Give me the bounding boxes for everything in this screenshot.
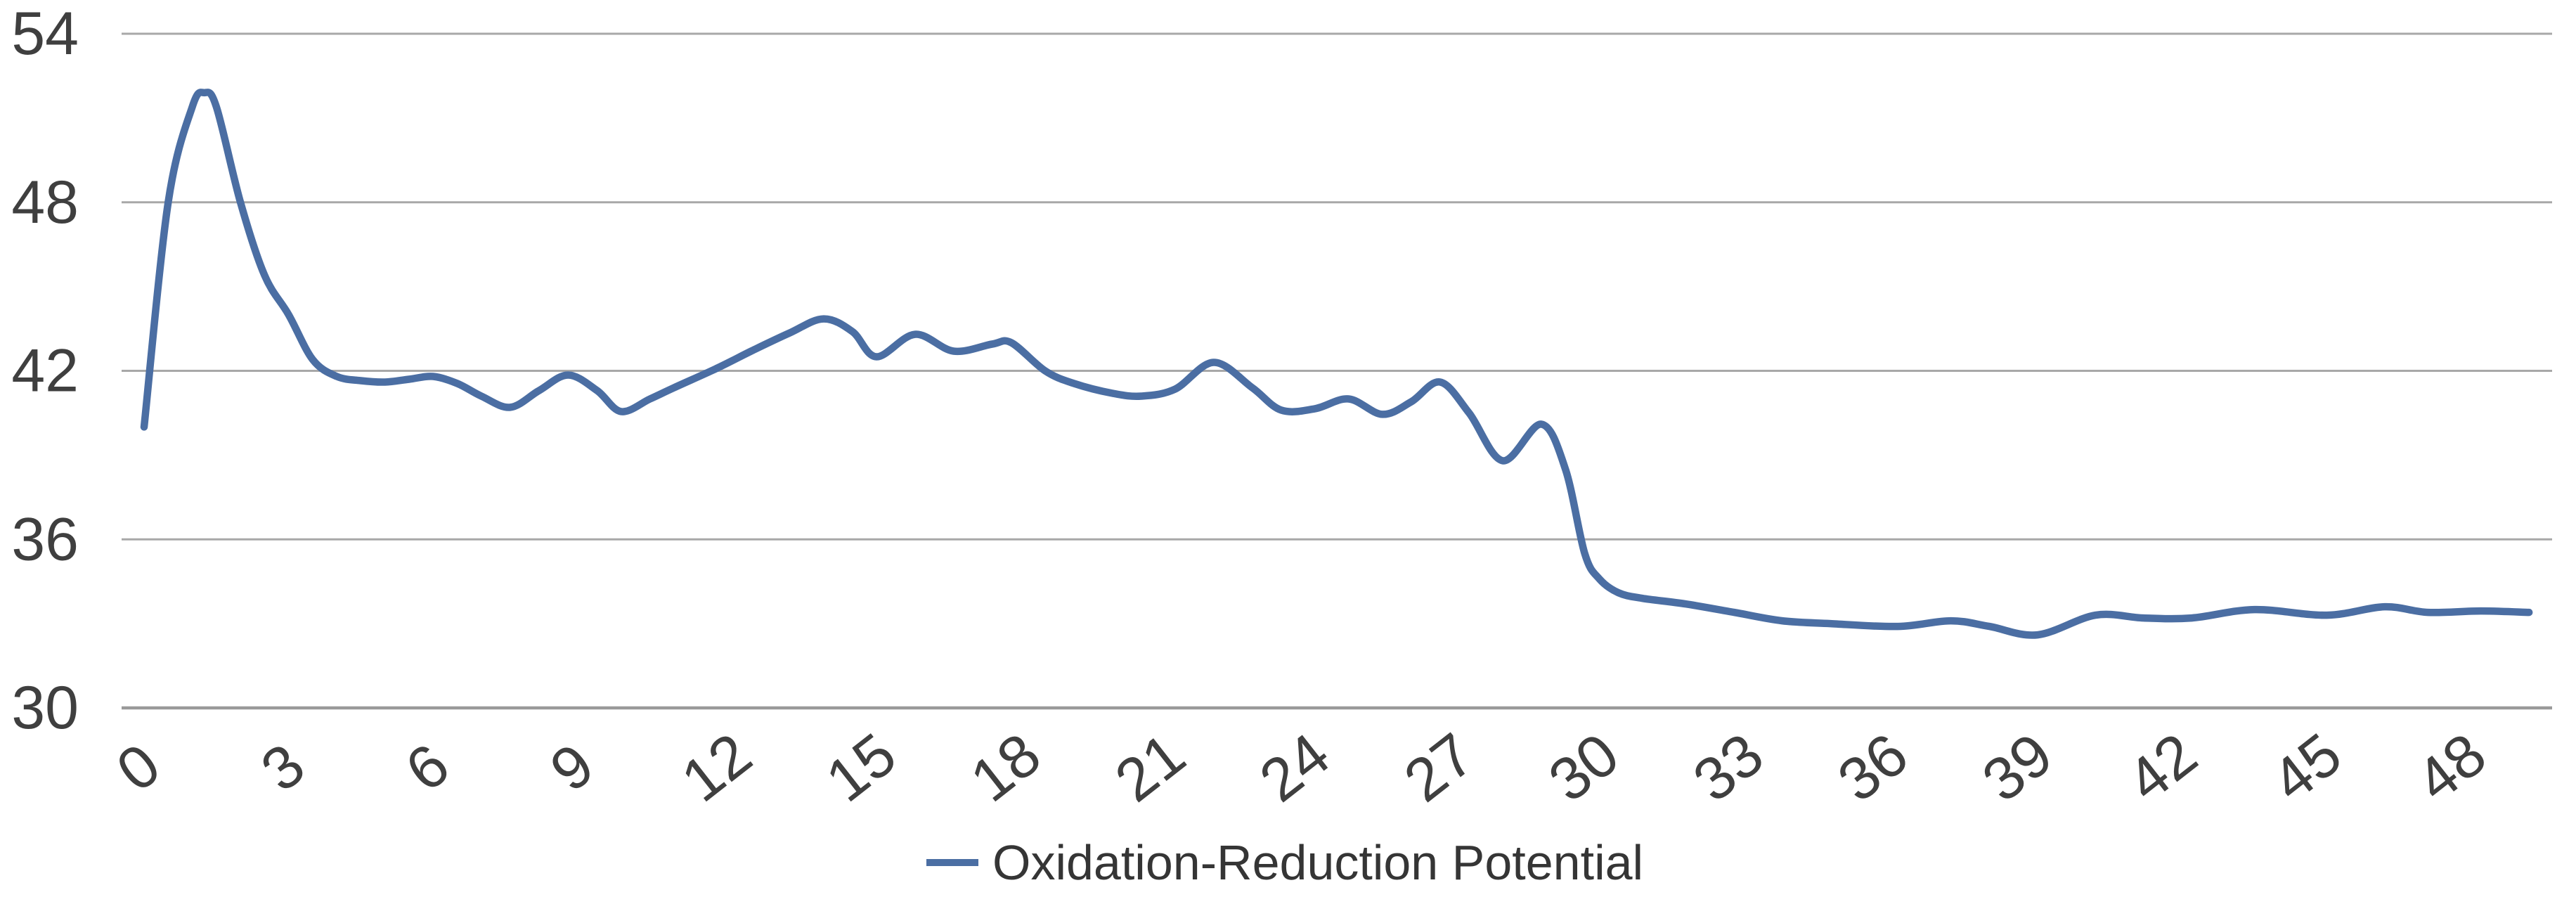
grid-layer <box>122 32 2552 710</box>
x-tick-label: 18 <box>959 721 1053 815</box>
series-layer <box>140 89 2533 639</box>
x-tick-label: 48 <box>2404 721 2498 815</box>
x-tick-label: 45 <box>2260 721 2354 815</box>
x-tick-label: 0 <box>105 730 173 804</box>
x-tick-label: 27 <box>1392 721 1487 815</box>
x-tick-label: 42 <box>2115 721 2209 815</box>
y-tick-label: 42 <box>11 337 79 405</box>
x-tick-label: 30 <box>1536 721 1631 815</box>
series-line-oxidation-reduction-potential <box>140 89 2533 639</box>
y-tick-label: 36 <box>11 505 79 573</box>
x-tick-label: 24 <box>1248 721 1342 815</box>
x-tick-label: 12 <box>669 721 763 815</box>
legend-label: Oxidation-Reduction Potential <box>992 835 1643 890</box>
x-tick-label: 39 <box>1970 721 2064 815</box>
y-tick-label: 54 <box>11 0 79 67</box>
x-tick-label: 36 <box>1826 721 1920 815</box>
x-tick-label: 9 <box>538 730 607 804</box>
y-tick-label: 30 <box>11 674 79 742</box>
x-tick-label: 6 <box>394 730 462 804</box>
y-tick-label: 48 <box>11 169 79 236</box>
x-axis-labels: 0 3 6 9 12 15 18 21 24 27 30 33 36 39 42 45 48 <box>105 721 2499 815</box>
legend: Oxidation-Reduction Potential <box>926 835 1643 890</box>
x-tick-label: 3 <box>249 730 317 804</box>
x-tick-label: 15 <box>814 721 908 815</box>
x-tick-label: 21 <box>1103 721 1197 815</box>
y-axis-labels: 54 48 42 36 30 <box>11 0 79 742</box>
x-tick-label: 33 <box>1681 721 1775 815</box>
